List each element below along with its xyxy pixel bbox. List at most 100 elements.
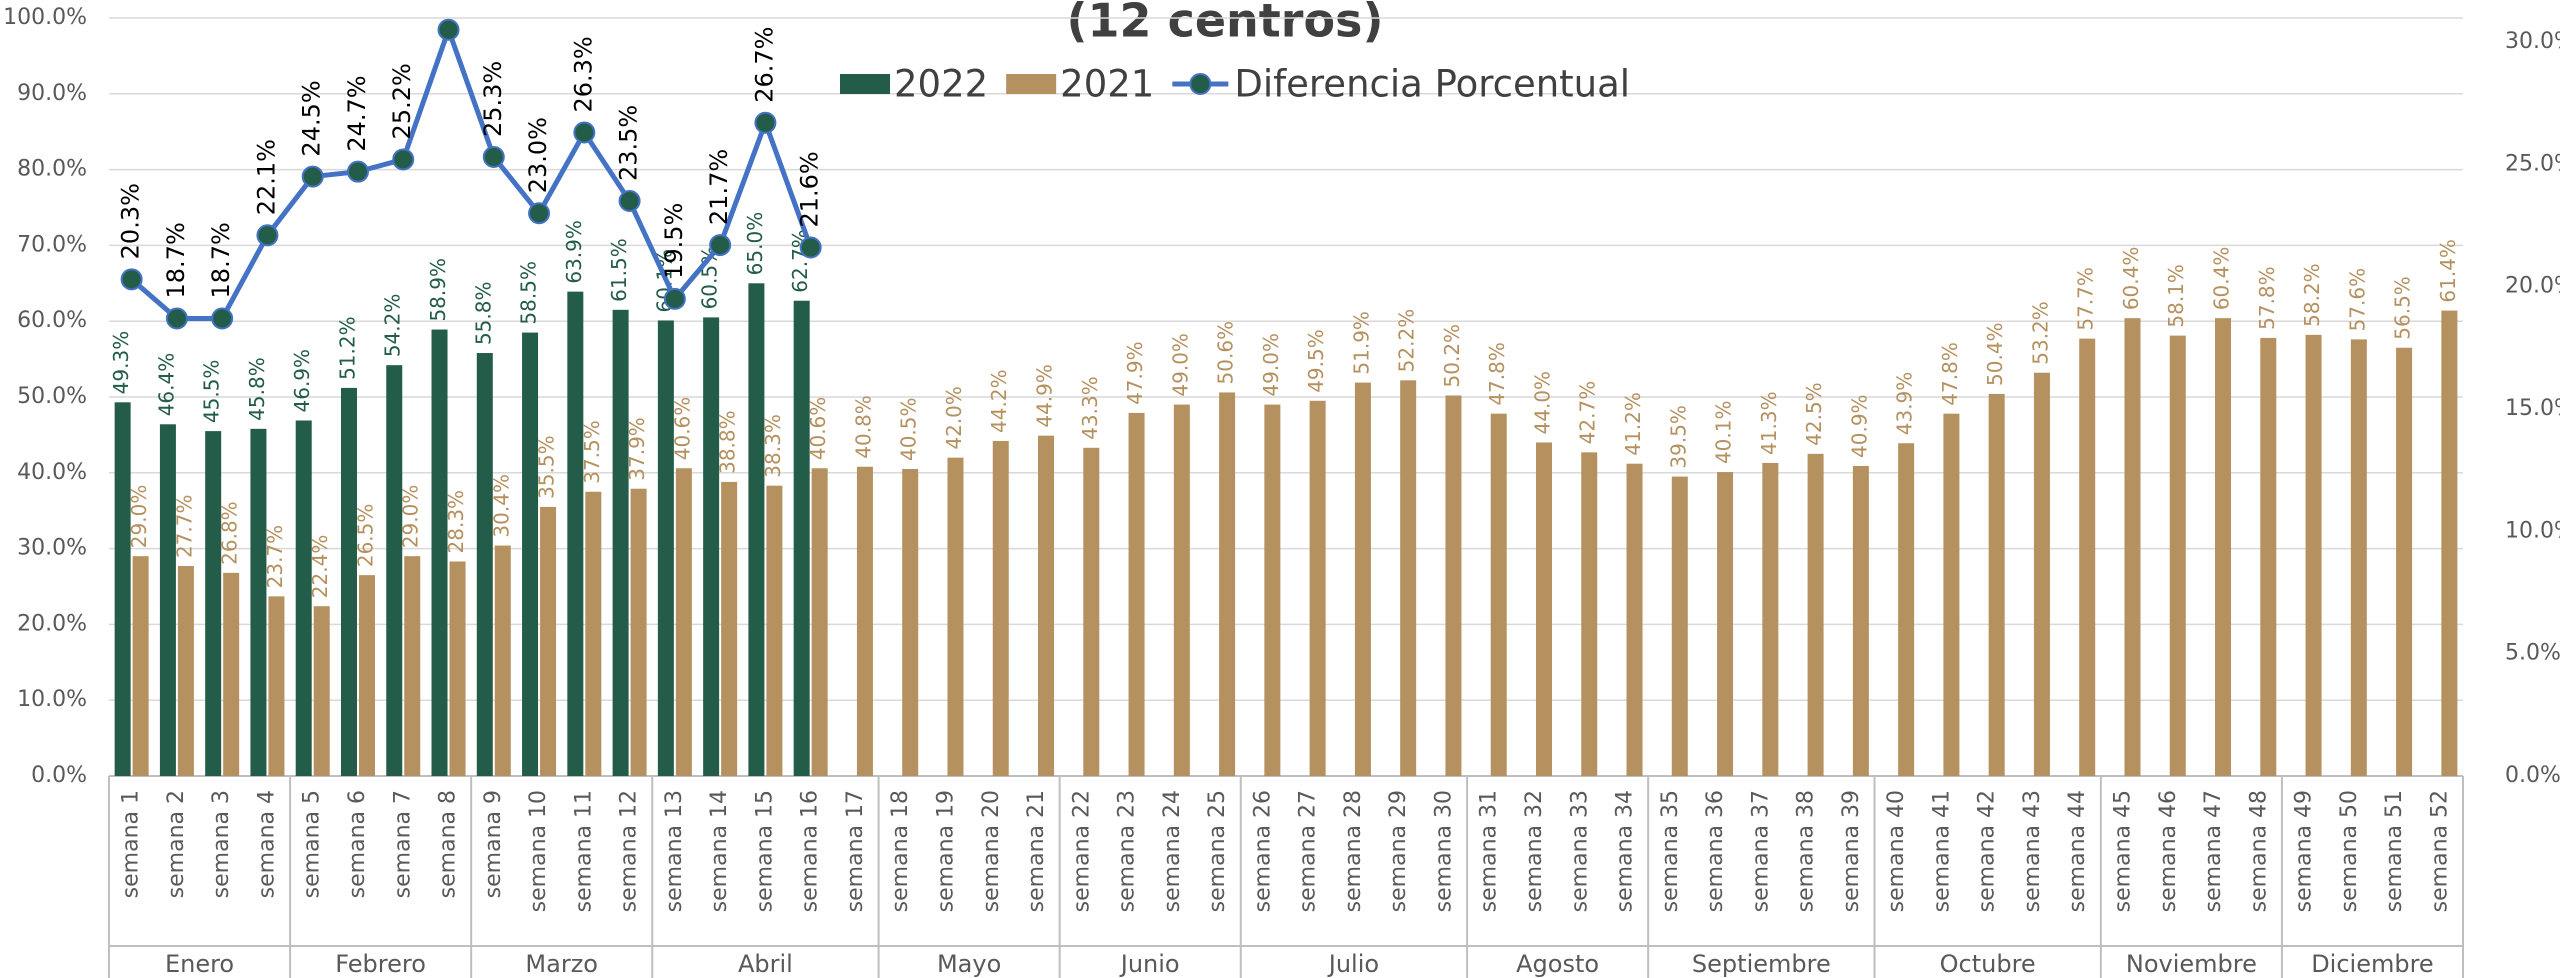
data-label: 21.7%: [705, 149, 733, 225]
bar: [495, 546, 511, 776]
data-label: 23.5%: [615, 105, 643, 181]
bar: [857, 467, 873, 776]
data-label: 38.8%: [716, 410, 740, 474]
x-tick-label: semana 2: [164, 790, 189, 898]
line-marker: [212, 308, 232, 328]
data-label: 43.9%: [1893, 372, 1917, 436]
line-marker: [529, 203, 549, 223]
data-label: 49.5%: [1304, 329, 1328, 393]
data-label: 46.9%: [290, 349, 314, 413]
bar: [2306, 335, 2322, 776]
data-label: 47.8%: [1938, 342, 1962, 406]
data-label: 60.4%: [2119, 247, 2143, 311]
data-label: 49.0%: [1168, 333, 1192, 397]
bar: [477, 353, 493, 776]
x-tick-label: semana 28: [1341, 790, 1366, 912]
bar: [404, 556, 420, 776]
data-label: 29.0%: [399, 485, 423, 549]
bar: [2351, 339, 2367, 776]
bar: [1219, 392, 1235, 776]
x-tick-label: semana 24: [1160, 790, 1185, 912]
bar: [386, 365, 402, 776]
bar: [1808, 454, 1824, 776]
x-tick-label: semana 1: [119, 790, 144, 898]
data-label: 40.6%: [670, 397, 694, 461]
bar: [341, 388, 357, 776]
bar: [748, 283, 764, 776]
bar: [947, 458, 963, 776]
data-label: 40.9%: [1847, 394, 1871, 458]
bar: [1853, 466, 1869, 776]
bar: [2260, 338, 2276, 776]
bar: [1581, 452, 1597, 776]
x-tick-label: semana 7: [390, 790, 415, 898]
data-label: 47.9%: [1123, 341, 1147, 405]
x-tick-label: semana 10: [526, 790, 551, 912]
data-label: 26.7%: [750, 26, 778, 102]
month-label: Julio: [1327, 950, 1379, 978]
x-tick-label: semana 50: [2337, 790, 2362, 912]
data-label: 63.9%: [562, 220, 586, 284]
x-tick-label: semana 11: [571, 790, 596, 912]
data-label: 50.4%: [1983, 322, 2007, 386]
bar: [178, 566, 194, 776]
x-tick-label: semana 44: [2065, 790, 2090, 912]
data-label: 40.5%: [897, 397, 921, 461]
data-label: 42.0%: [942, 386, 966, 450]
month-label: Septiembre: [1692, 950, 1831, 978]
chart: (12 centros) 0.0%10.0%20.0%30.0%40.0%50.…: [0, 0, 2560, 978]
bar: [1083, 448, 1099, 776]
data-label: 50.6%: [1214, 321, 1238, 385]
data-label: 58.9%: [426, 258, 450, 322]
x-tick-label: semana 38: [1794, 790, 1819, 912]
y2-tick-label: 10.0%: [2505, 518, 2560, 543]
y-tick-label: 50.0%: [17, 384, 87, 409]
bar: [993, 441, 1009, 776]
line-marker: [710, 235, 730, 255]
x-tick-label: semana 34: [1613, 790, 1638, 912]
x-tick-label: semana 51: [2382, 790, 2407, 912]
x-tick-label: semana 15: [752, 790, 777, 912]
bar: [1264, 405, 1280, 776]
bar: [133, 556, 149, 776]
data-label: 29.0%: [127, 485, 151, 549]
line-marker: [439, 20, 459, 40]
y2-tick-label: 30.0%: [2505, 29, 2560, 54]
bar: [703, 317, 719, 776]
month-label: Enero: [165, 950, 234, 978]
x-tick-label: semana 41: [1929, 790, 1954, 912]
y-tick-label: 80.0%: [17, 157, 87, 182]
data-label: 54.2%: [381, 294, 405, 358]
data-label: 24.7%: [343, 75, 371, 151]
bar: [1355, 383, 1371, 776]
bar: [631, 489, 647, 776]
legend-swatch: [840, 74, 890, 94]
bar: [1898, 443, 1914, 776]
month-label: Mayo: [937, 950, 1001, 978]
bar: [205, 431, 221, 776]
data-label: 49.0%: [1259, 333, 1283, 397]
x-tick-label: semana 8: [436, 790, 461, 898]
bar: [115, 402, 131, 776]
y2-tick-label: 0.0%: [2505, 763, 2560, 788]
data-label: 56.5%: [2391, 276, 2415, 340]
data-label: 22.1%: [252, 139, 280, 215]
line-marker: [620, 191, 640, 211]
data-label: 55.8%: [471, 281, 495, 345]
bar: [721, 482, 737, 776]
data-label: 50.2%: [1440, 324, 1464, 388]
bar: [450, 561, 466, 776]
month-label: Diciembre: [2311, 950, 2434, 978]
x-tick-label: semana 12: [617, 790, 642, 912]
data-label: 21.6%: [796, 151, 824, 227]
data-label: 25.3%: [479, 61, 507, 137]
x-tick-label: semana 43: [2020, 790, 2045, 912]
data-label: 44.9%: [1033, 364, 1057, 428]
x-tick-label: semana 36: [1703, 790, 1728, 912]
y-tick-label: 100.0%: [3, 5, 87, 30]
x-tick-label: semana 31: [1477, 790, 1502, 912]
data-label: 57.6%: [2345, 268, 2369, 332]
x-tick-label: semana 18: [888, 790, 913, 912]
bar: [902, 469, 918, 776]
x-tick-label: semana 26: [1250, 790, 1275, 912]
